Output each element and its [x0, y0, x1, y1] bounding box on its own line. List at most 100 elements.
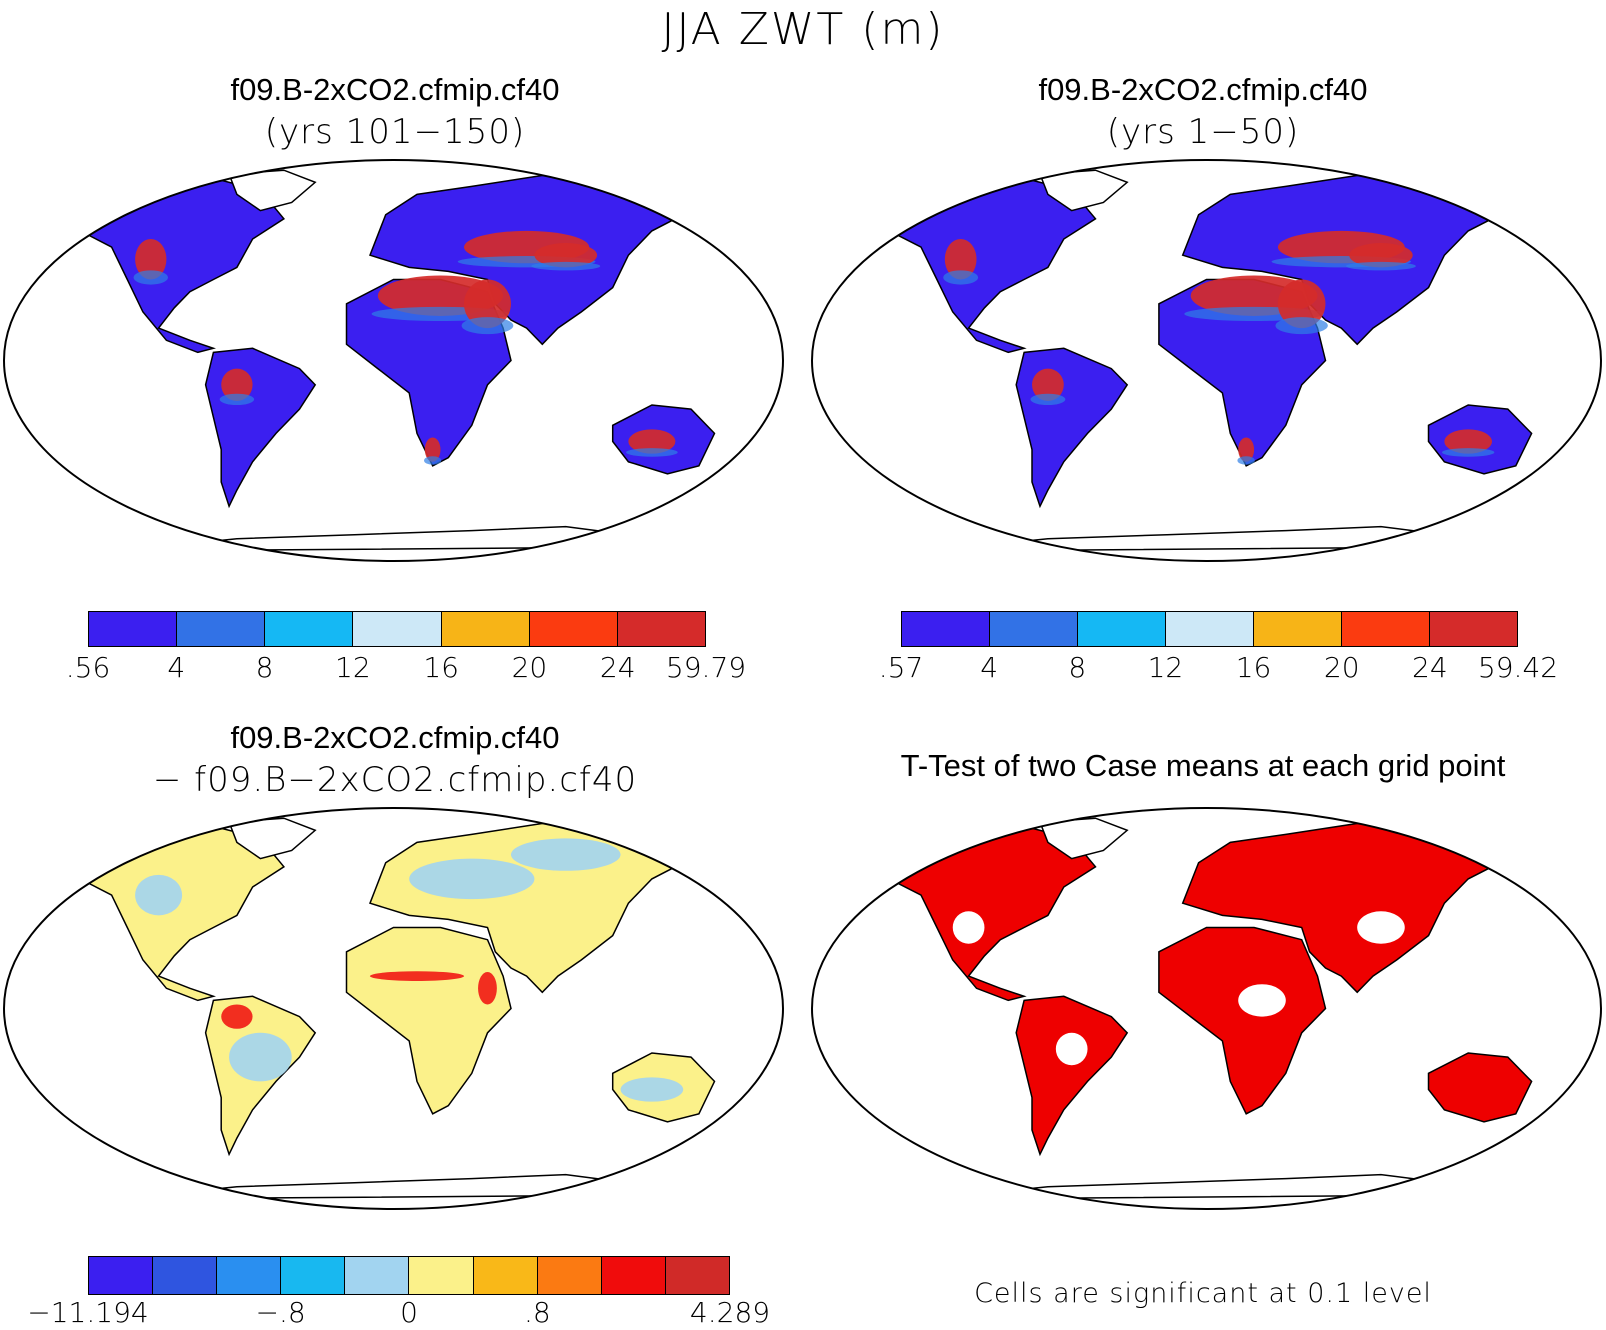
- panel-3-subtitle: − f09.B−2xCO2.cfmip.cf40: [152, 760, 638, 800]
- continent-greenland: [228, 817, 317, 860]
- map-boundary: [811, 807, 1602, 1210]
- panel-4-title: T-Test of two Case means at each grid po…: [900, 748, 1506, 783]
- colorbar-box: [473, 1257, 538, 1294]
- high-value-region: [1238, 437, 1255, 462]
- continent-greenland: [228, 169, 317, 212]
- colorbar-box: [1254, 612, 1342, 646]
- colorbar-tick-label: 59.42: [1477, 651, 1559, 684]
- high-value-region: [424, 437, 441, 462]
- panel-1-subtitle: (yrs 101−150): [264, 112, 526, 152]
- continent-samerica: [204, 347, 317, 509]
- colorbar-box: [1342, 612, 1430, 646]
- colorbar-box: [990, 612, 1078, 646]
- colorbar-tick-label: 59.79: [665, 651, 747, 684]
- panel-3-colorbar: [88, 1256, 730, 1295]
- high-value-region: [1277, 279, 1326, 329]
- continent-eurasia: [1181, 821, 1501, 994]
- colorbar-tick-label: 12: [335, 651, 371, 684]
- colorbar-box: [617, 612, 705, 646]
- map-boundary: [811, 159, 1602, 562]
- panel-3-title: f09.B-2xCO2.cfmip.cf40: [230, 720, 560, 755]
- map-boundary: [3, 807, 784, 1210]
- colorbar-box: [217, 1257, 282, 1294]
- colorbar-tick-label: .56: [65, 651, 111, 684]
- continent-greenland: [1038, 169, 1129, 212]
- colorbar-tick-label: 20: [1323, 651, 1360, 684]
- continent-namerica: [864, 825, 1097, 1002]
- colorbar-tick-label: 8: [1068, 651, 1087, 684]
- colorbar-box: [1078, 612, 1166, 646]
- high-value-region: [463, 279, 511, 329]
- high-value-region: [944, 239, 977, 280]
- colorbar-box: [902, 612, 990, 646]
- continent-samerica: [1015, 995, 1129, 1157]
- continent-africa: [345, 926, 512, 1115]
- map-boundary: [3, 159, 784, 562]
- colorbar-box: [177, 612, 266, 646]
- colorbar-tick-label: −.8: [255, 1296, 306, 1329]
- panel-1-colorbar-labels: .56 4 8 12 16 20 24 59.79: [66, 651, 746, 685]
- high-value-region: [628, 429, 676, 454]
- panel-1-map: [3, 159, 784, 562]
- continent-namerica: [55, 177, 286, 354]
- colorbar-box: [665, 1257, 729, 1294]
- colorbar-tick-label: 4: [980, 651, 999, 684]
- colorbar-tick-label: 8: [255, 651, 274, 684]
- colorbar-tick-label: 4: [167, 651, 186, 684]
- colorbar-tick-label: 16: [1235, 651, 1272, 684]
- panel-2-colorbar: [901, 611, 1518, 647]
- colorbar-box: [265, 612, 354, 646]
- colorbar-tick-label: 0: [400, 1296, 418, 1329]
- colorbar-box: [345, 1257, 410, 1294]
- continent-samerica: [1015, 347, 1129, 509]
- colorbar-tick-label: .8: [524, 1296, 551, 1329]
- colorbar-box: [1430, 612, 1517, 646]
- colorbar-tick-label: .57: [878, 651, 924, 684]
- negative-diff-region: [135, 874, 183, 916]
- colorbar-box: [89, 612, 178, 646]
- continent-australia: [1427, 1052, 1533, 1123]
- continent-namerica: [55, 825, 286, 1002]
- colorbar-tick-label: 24: [1412, 651, 1448, 684]
- panel-2-colorbar-labels: .57 4 8 12 16 20 24 59.42: [879, 651, 1558, 685]
- colorbar-box: [409, 1257, 474, 1294]
- high-value-region: [135, 239, 167, 280]
- colorbar-box: [441, 612, 530, 646]
- colorbar-tick-label: 12: [1147, 651, 1184, 684]
- colorbar-box: [281, 1257, 346, 1294]
- panel-1-colorbar: [88, 611, 706, 647]
- colorbar-box: [153, 1257, 218, 1294]
- colorbar-box: [601, 1257, 666, 1294]
- negative-diff-region: [510, 838, 621, 871]
- significance-note: Cells are significant at 0.1 level: [974, 1278, 1432, 1309]
- continent-africa: [1158, 926, 1327, 1115]
- panel-3-colorbar-labels: −11.194 −.8 0 .8 4.289: [27, 1296, 770, 1330]
- high-value-region: [1032, 368, 1064, 401]
- colorbar-box: [89, 1257, 154, 1294]
- negative-diff-region: [620, 1077, 684, 1102]
- high-value-region: [534, 243, 598, 268]
- colorbar-tick-label: 24: [599, 651, 636, 684]
- negative-diff-region: [229, 1032, 292, 1082]
- panel-4-map: [811, 807, 1602, 1210]
- colorbar-tick-label: 4.289: [689, 1296, 771, 1329]
- colorbar-box: [353, 612, 442, 646]
- panel-1-title: f09.B-2xCO2.cfmip.cf40: [230, 72, 560, 107]
- colorbar-box: [529, 612, 618, 646]
- high-value-region: [221, 368, 253, 401]
- continent-namerica: [864, 177, 1097, 354]
- figure-title: JJA ZWT (m): [661, 4, 945, 55]
- colorbar-tick-label: 16: [423, 651, 459, 684]
- panel-3-map: [3, 807, 784, 1210]
- panel-2-subtitle: (yrs 1−50): [1106, 112, 1300, 152]
- colorbar-tick-label: −11.194: [27, 1296, 149, 1329]
- colorbar-box: [1166, 612, 1254, 646]
- high-value-region: [1349, 243, 1413, 268]
- panel-2-map: [811, 159, 1602, 562]
- negative-diff-region: [409, 858, 535, 900]
- colorbar-tick-label: 20: [511, 651, 548, 684]
- continent-greenland: [1038, 817, 1129, 860]
- panel-2-title: f09.B-2xCO2.cfmip.cf40: [1038, 72, 1368, 107]
- high-value-region: [1444, 429, 1492, 454]
- colorbar-box: [537, 1257, 602, 1294]
